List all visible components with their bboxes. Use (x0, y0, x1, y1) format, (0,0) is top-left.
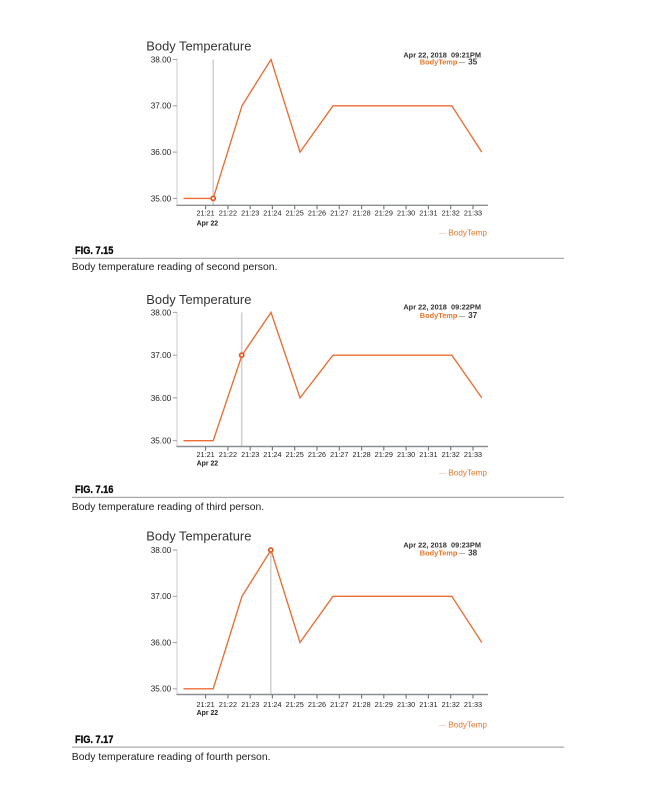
svg-text:37.00: 37.00 (151, 592, 172, 601)
svg-text:21:24: 21:24 (263, 700, 281, 709)
svg-text:21:31: 21:31 (419, 209, 437, 218)
svg-text:36.00: 36.00 (151, 638, 172, 647)
svg-text:21:22: 21:22 (219, 450, 237, 459)
svg-text:21:33: 21:33 (464, 700, 482, 709)
svg-text:21:28: 21:28 (352, 209, 370, 218)
svg-text:Apr 22: Apr 22 (197, 221, 219, 228)
svg-text:BodyTemp: BodyTemp (420, 58, 458, 67)
svg-text:35: 35 (468, 58, 478, 67)
svg-text:21:23: 21:23 (241, 450, 259, 459)
svg-text:Body Temperature: Body Temperature (146, 292, 251, 307)
svg-text:21:30: 21:30 (397, 209, 415, 218)
svg-text:21:24: 21:24 (263, 450, 281, 459)
svg-text:36.00: 36.00 (151, 148, 172, 157)
svg-text:Apr 22, 2018 09:23PM: Apr 22, 2018 09:23PM (403, 541, 481, 550)
svg-text:21:25: 21:25 (286, 209, 304, 218)
svg-text:21:21: 21:21 (196, 700, 214, 709)
svg-text:37.00: 37.00 (151, 102, 172, 111)
svg-text:Apr 22, 2018 09:22PM: Apr 22, 2018 09:22PM (403, 302, 481, 311)
svg-text:Apr 22: Apr 22 (197, 710, 219, 717)
svg-text:Body Temperature: Body Temperature (146, 529, 251, 544)
svg-text:21:32: 21:32 (442, 700, 460, 709)
svg-text:Body temperature reading of th: Body temperature reading of third person… (72, 502, 264, 513)
svg-text:—: — (459, 313, 466, 320)
svg-text:21:24: 21:24 (263, 209, 281, 218)
svg-text:21:26: 21:26 (308, 209, 326, 218)
svg-text:Apr 22, 2018 09:21PM: Apr 22, 2018 09:21PM (403, 50, 481, 59)
svg-text:21:33: 21:33 (464, 450, 482, 459)
svg-text:35.00: 35.00 (151, 437, 172, 446)
svg-text:Apr 22: Apr 22 (197, 461, 219, 468)
svg-text:21:30: 21:30 (397, 700, 415, 709)
svg-text:21:22: 21:22 (219, 209, 237, 218)
svg-text:21:21: 21:21 (196, 450, 214, 459)
svg-text:35.00: 35.00 (151, 685, 172, 694)
svg-text:21:29: 21:29 (375, 209, 393, 218)
svg-text:— BodyTemp: — BodyTemp (439, 721, 487, 730)
svg-text:Body temperature reading of se: Body temperature reading of second perso… (72, 262, 278, 273)
svg-text:FIG. 7.17: FIG. 7.17 (75, 735, 114, 747)
svg-text:21:27: 21:27 (330, 450, 348, 459)
svg-text:— BodyTemp: — BodyTemp (439, 469, 487, 478)
svg-text:21:32: 21:32 (442, 209, 460, 218)
svg-text:37.00: 37.00 (151, 351, 172, 360)
svg-text:21:28: 21:28 (352, 700, 370, 709)
svg-text:21:29: 21:29 (375, 700, 393, 709)
svg-text:21:33: 21:33 (464, 209, 482, 218)
svg-text:21:31: 21:31 (419, 450, 437, 459)
svg-text:38.00: 38.00 (151, 308, 172, 317)
svg-text:21:25: 21:25 (286, 700, 304, 709)
svg-text:21:29: 21:29 (375, 450, 393, 459)
svg-text:21:26: 21:26 (308, 450, 326, 459)
svg-text:21:23: 21:23 (241, 700, 259, 709)
svg-text:38.00: 38.00 (151, 55, 172, 64)
svg-text:21:26: 21:26 (308, 700, 326, 709)
svg-text:Body temperature reading of fo: Body temperature reading of fourth perso… (72, 752, 271, 763)
svg-text:21:27: 21:27 (330, 700, 348, 709)
svg-text:38.00: 38.00 (151, 546, 172, 555)
svg-text:37: 37 (468, 311, 478, 320)
svg-text:Body Temperature: Body Temperature (146, 38, 251, 53)
svg-text:—: — (459, 60, 466, 67)
svg-text:21:21: 21:21 (196, 209, 214, 218)
svg-text:FIG. 7.16: FIG. 7.16 (75, 485, 114, 497)
svg-text:21:27: 21:27 (330, 209, 348, 218)
svg-text:21:32: 21:32 (442, 450, 460, 459)
svg-text:21:22: 21:22 (219, 700, 237, 709)
svg-text:—: — (459, 551, 466, 558)
svg-text:21:23: 21:23 (241, 209, 259, 218)
svg-text:21:28: 21:28 (352, 450, 370, 459)
svg-text:36.00: 36.00 (151, 394, 172, 403)
svg-text:21:31: 21:31 (419, 700, 437, 709)
svg-text:FIG. 7.15: FIG. 7.15 (75, 245, 114, 257)
svg-text:21:30: 21:30 (397, 450, 415, 459)
svg-text:— BodyTemp: — BodyTemp (439, 228, 487, 237)
svg-text:BodyTemp: BodyTemp (420, 311, 458, 320)
svg-text:21:25: 21:25 (286, 450, 304, 459)
svg-text:35.00: 35.00 (151, 194, 172, 203)
svg-text:38: 38 (468, 549, 478, 558)
svg-text:BodyTemp: BodyTemp (420, 549, 458, 558)
